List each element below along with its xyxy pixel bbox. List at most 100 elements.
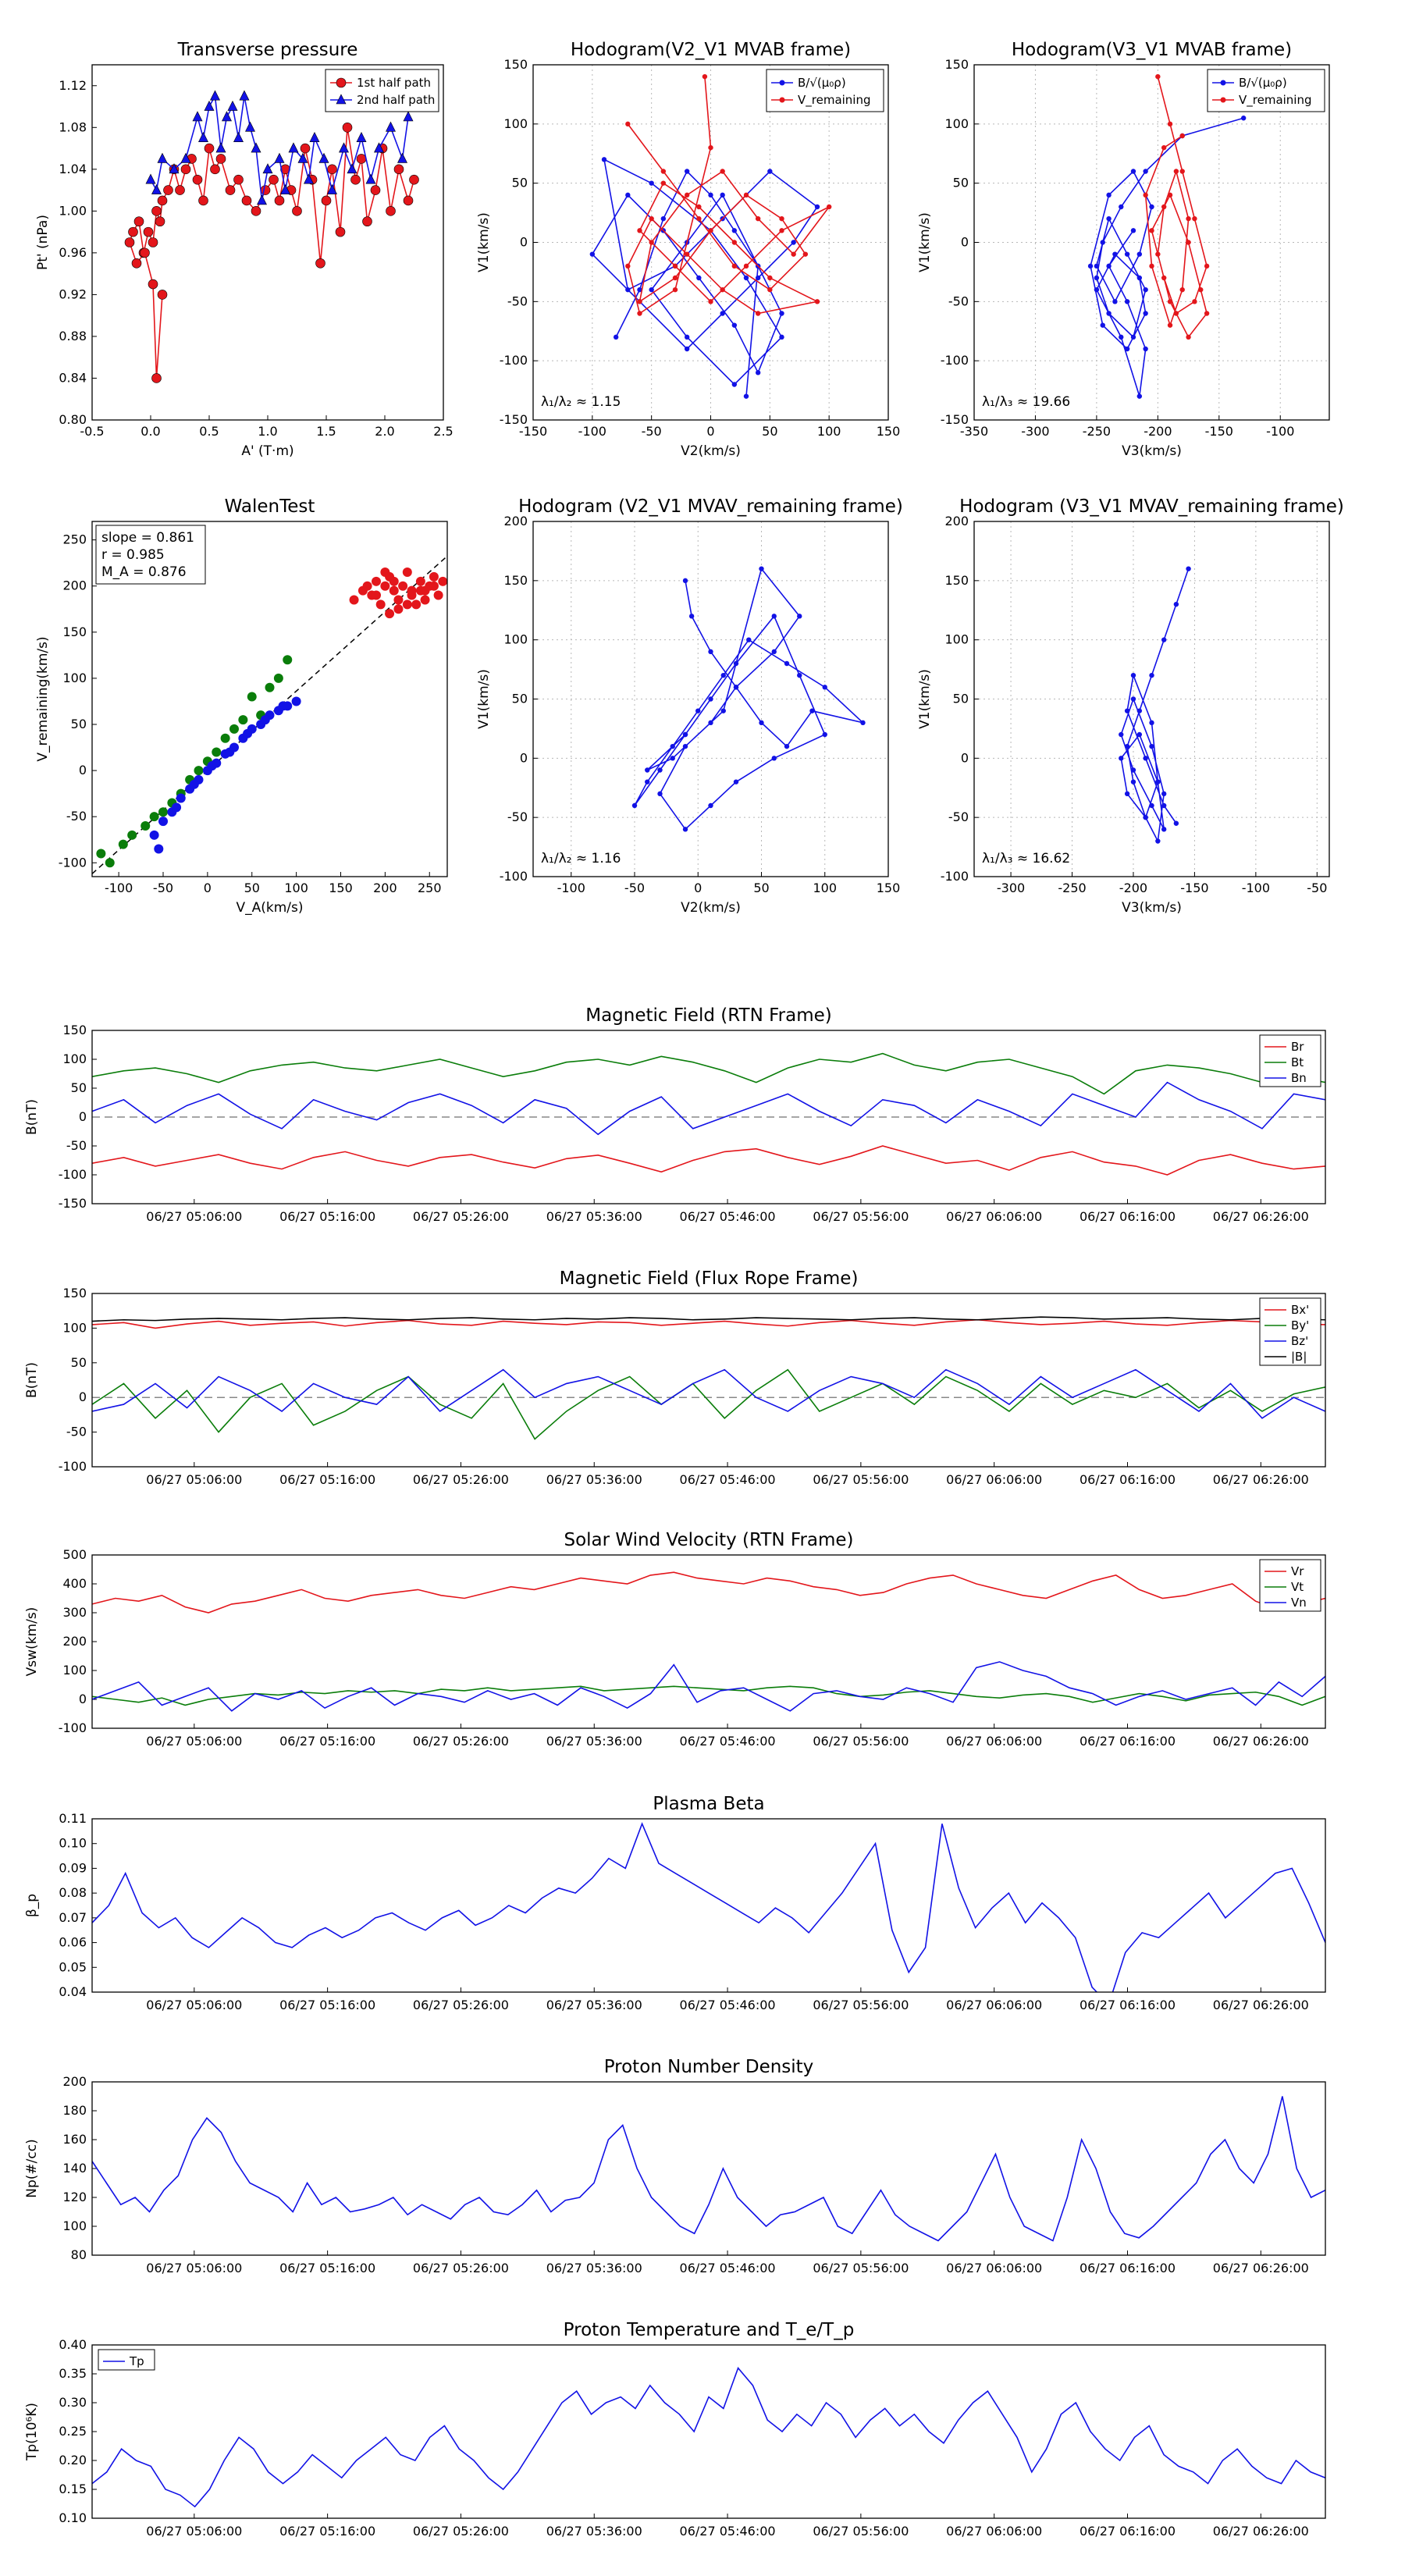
data-point bbox=[645, 767, 650, 773]
time-tick-label: 06/27 05:36:00 bbox=[546, 2261, 642, 2275]
y-tick-label: 100 bbox=[944, 116, 969, 131]
legend-box bbox=[98, 2349, 155, 2371]
data-point bbox=[1179, 286, 1185, 293]
y-axis-label: V1(km/s) bbox=[917, 669, 933, 729]
data-point bbox=[243, 728, 253, 738]
time-tick-label: 06/27 05:06:00 bbox=[146, 1734, 242, 1749]
data-point bbox=[1130, 779, 1136, 785]
data-point bbox=[198, 132, 208, 142]
plot-frame bbox=[532, 64, 889, 421]
data-point bbox=[695, 708, 701, 713]
data-point bbox=[1130, 672, 1136, 678]
plot-frame bbox=[91, 2344, 1326, 2519]
data-point bbox=[660, 169, 667, 174]
plot-frame bbox=[91, 1554, 1326, 1729]
data-point bbox=[755, 275, 761, 281]
data-point bbox=[1161, 827, 1167, 832]
data-point bbox=[1136, 275, 1143, 281]
series-line-By' bbox=[92, 1368, 1325, 1440]
y-tick-label: -50 bbox=[66, 1138, 87, 1153]
data-point bbox=[1124, 251, 1130, 257]
y-tick-label: 150 bbox=[503, 57, 528, 72]
data-point bbox=[1130, 696, 1136, 702]
plot-frame bbox=[91, 1293, 1326, 1468]
legend-label: Bt bbox=[1291, 1055, 1304, 1069]
data-point bbox=[720, 169, 725, 174]
y-tick-label: -100 bbox=[500, 869, 528, 884]
data-point bbox=[309, 132, 320, 142]
data-point bbox=[755, 311, 761, 316]
data-point bbox=[657, 791, 663, 797]
time-tick-label: 06/27 06:16:00 bbox=[1080, 1472, 1176, 1487]
time-tick-label: 06/27 06:16:00 bbox=[1080, 1734, 1176, 1749]
data-point bbox=[1192, 299, 1197, 304]
data-point bbox=[1143, 814, 1148, 820]
time-tick-label: 06/27 06:06:00 bbox=[946, 2524, 1042, 2539]
data-point bbox=[1143, 192, 1148, 198]
data-point bbox=[708, 649, 713, 655]
data-point bbox=[180, 152, 191, 163]
y-tick-label: 50 bbox=[953, 176, 969, 190]
data-point bbox=[1149, 204, 1154, 210]
x-tick-label: 200 bbox=[373, 881, 397, 895]
legend-box bbox=[766, 69, 884, 112]
data-point bbox=[225, 185, 236, 195]
data-point bbox=[1112, 299, 1118, 304]
series-line-beta bbox=[92, 1822, 1325, 1992]
data-point bbox=[1100, 322, 1105, 328]
y-tick-label: -100 bbox=[59, 1459, 87, 1474]
y-tick-label: 0 bbox=[79, 1109, 87, 1124]
data-point bbox=[767, 169, 773, 174]
data-point bbox=[720, 708, 726, 713]
data-point bbox=[327, 183, 337, 194]
data-point bbox=[1143, 169, 1148, 174]
data-point bbox=[1204, 263, 1210, 269]
x-tick-label: -100 bbox=[557, 881, 585, 895]
data-point bbox=[283, 655, 293, 665]
data-point bbox=[1173, 601, 1179, 607]
data-point bbox=[292, 206, 302, 216]
data-point bbox=[336, 94, 347, 105]
chart-vsw: Solar Wind Velocity (RTN Frame) -100 0 100 2… bbox=[24, 1530, 1326, 1749]
legend-label: 2nd half path bbox=[357, 93, 435, 107]
y-tick-label: 150 bbox=[62, 1023, 87, 1037]
data-point bbox=[433, 590, 443, 600]
series-line-V_remaining bbox=[627, 76, 830, 315]
y-tick-label: 300 bbox=[62, 1605, 87, 1620]
series-line-Bn bbox=[92, 1081, 1325, 1136]
x-tick-label: -300 bbox=[1021, 424, 1049, 439]
data-point bbox=[755, 370, 761, 375]
data-point bbox=[1136, 708, 1143, 713]
y-tick-label: 0.15 bbox=[59, 2482, 87, 2496]
x-tick-label: -100 bbox=[1242, 881, 1270, 895]
legend: B/√(μ₀ρ) V_remaining bbox=[1207, 69, 1325, 112]
data-point bbox=[637, 286, 642, 293]
data-point bbox=[779, 311, 784, 316]
y-tick-label: 400 bbox=[62, 1576, 87, 1591]
x-tick-label: 0.0 bbox=[140, 424, 160, 439]
y-tick-label: 150 bbox=[944, 573, 969, 588]
data-point bbox=[684, 346, 690, 352]
y-tick-label: -150 bbox=[500, 412, 528, 427]
time-tick-label: 06/27 06:06:00 bbox=[946, 1209, 1042, 1224]
data-point bbox=[672, 275, 678, 281]
y-axis-label: Vsw(km/s) bbox=[24, 1607, 40, 1677]
data-point bbox=[649, 180, 654, 186]
data-point bbox=[1119, 731, 1124, 738]
data-point bbox=[335, 226, 346, 237]
data-point bbox=[380, 568, 390, 577]
legend: Bx'By' Bz' |B| bbox=[1259, 1297, 1321, 1366]
data-point bbox=[1124, 346, 1130, 352]
data-point bbox=[158, 817, 168, 827]
data-point bbox=[696, 204, 702, 210]
data-point bbox=[96, 849, 106, 859]
plot-frame bbox=[91, 1818, 1326, 1993]
time-tick-label: 06/27 06:26:00 bbox=[1213, 1998, 1309, 2012]
data-point bbox=[771, 756, 777, 761]
legend-box bbox=[1259, 1297, 1321, 1366]
data-point bbox=[257, 194, 267, 205]
eigen-ratio-annotation: λ₁/λ₂ ≈ 1.15 bbox=[541, 394, 621, 410]
data-point bbox=[826, 204, 832, 210]
plot-area bbox=[92, 1571, 1325, 1712]
data-point bbox=[637, 299, 642, 304]
